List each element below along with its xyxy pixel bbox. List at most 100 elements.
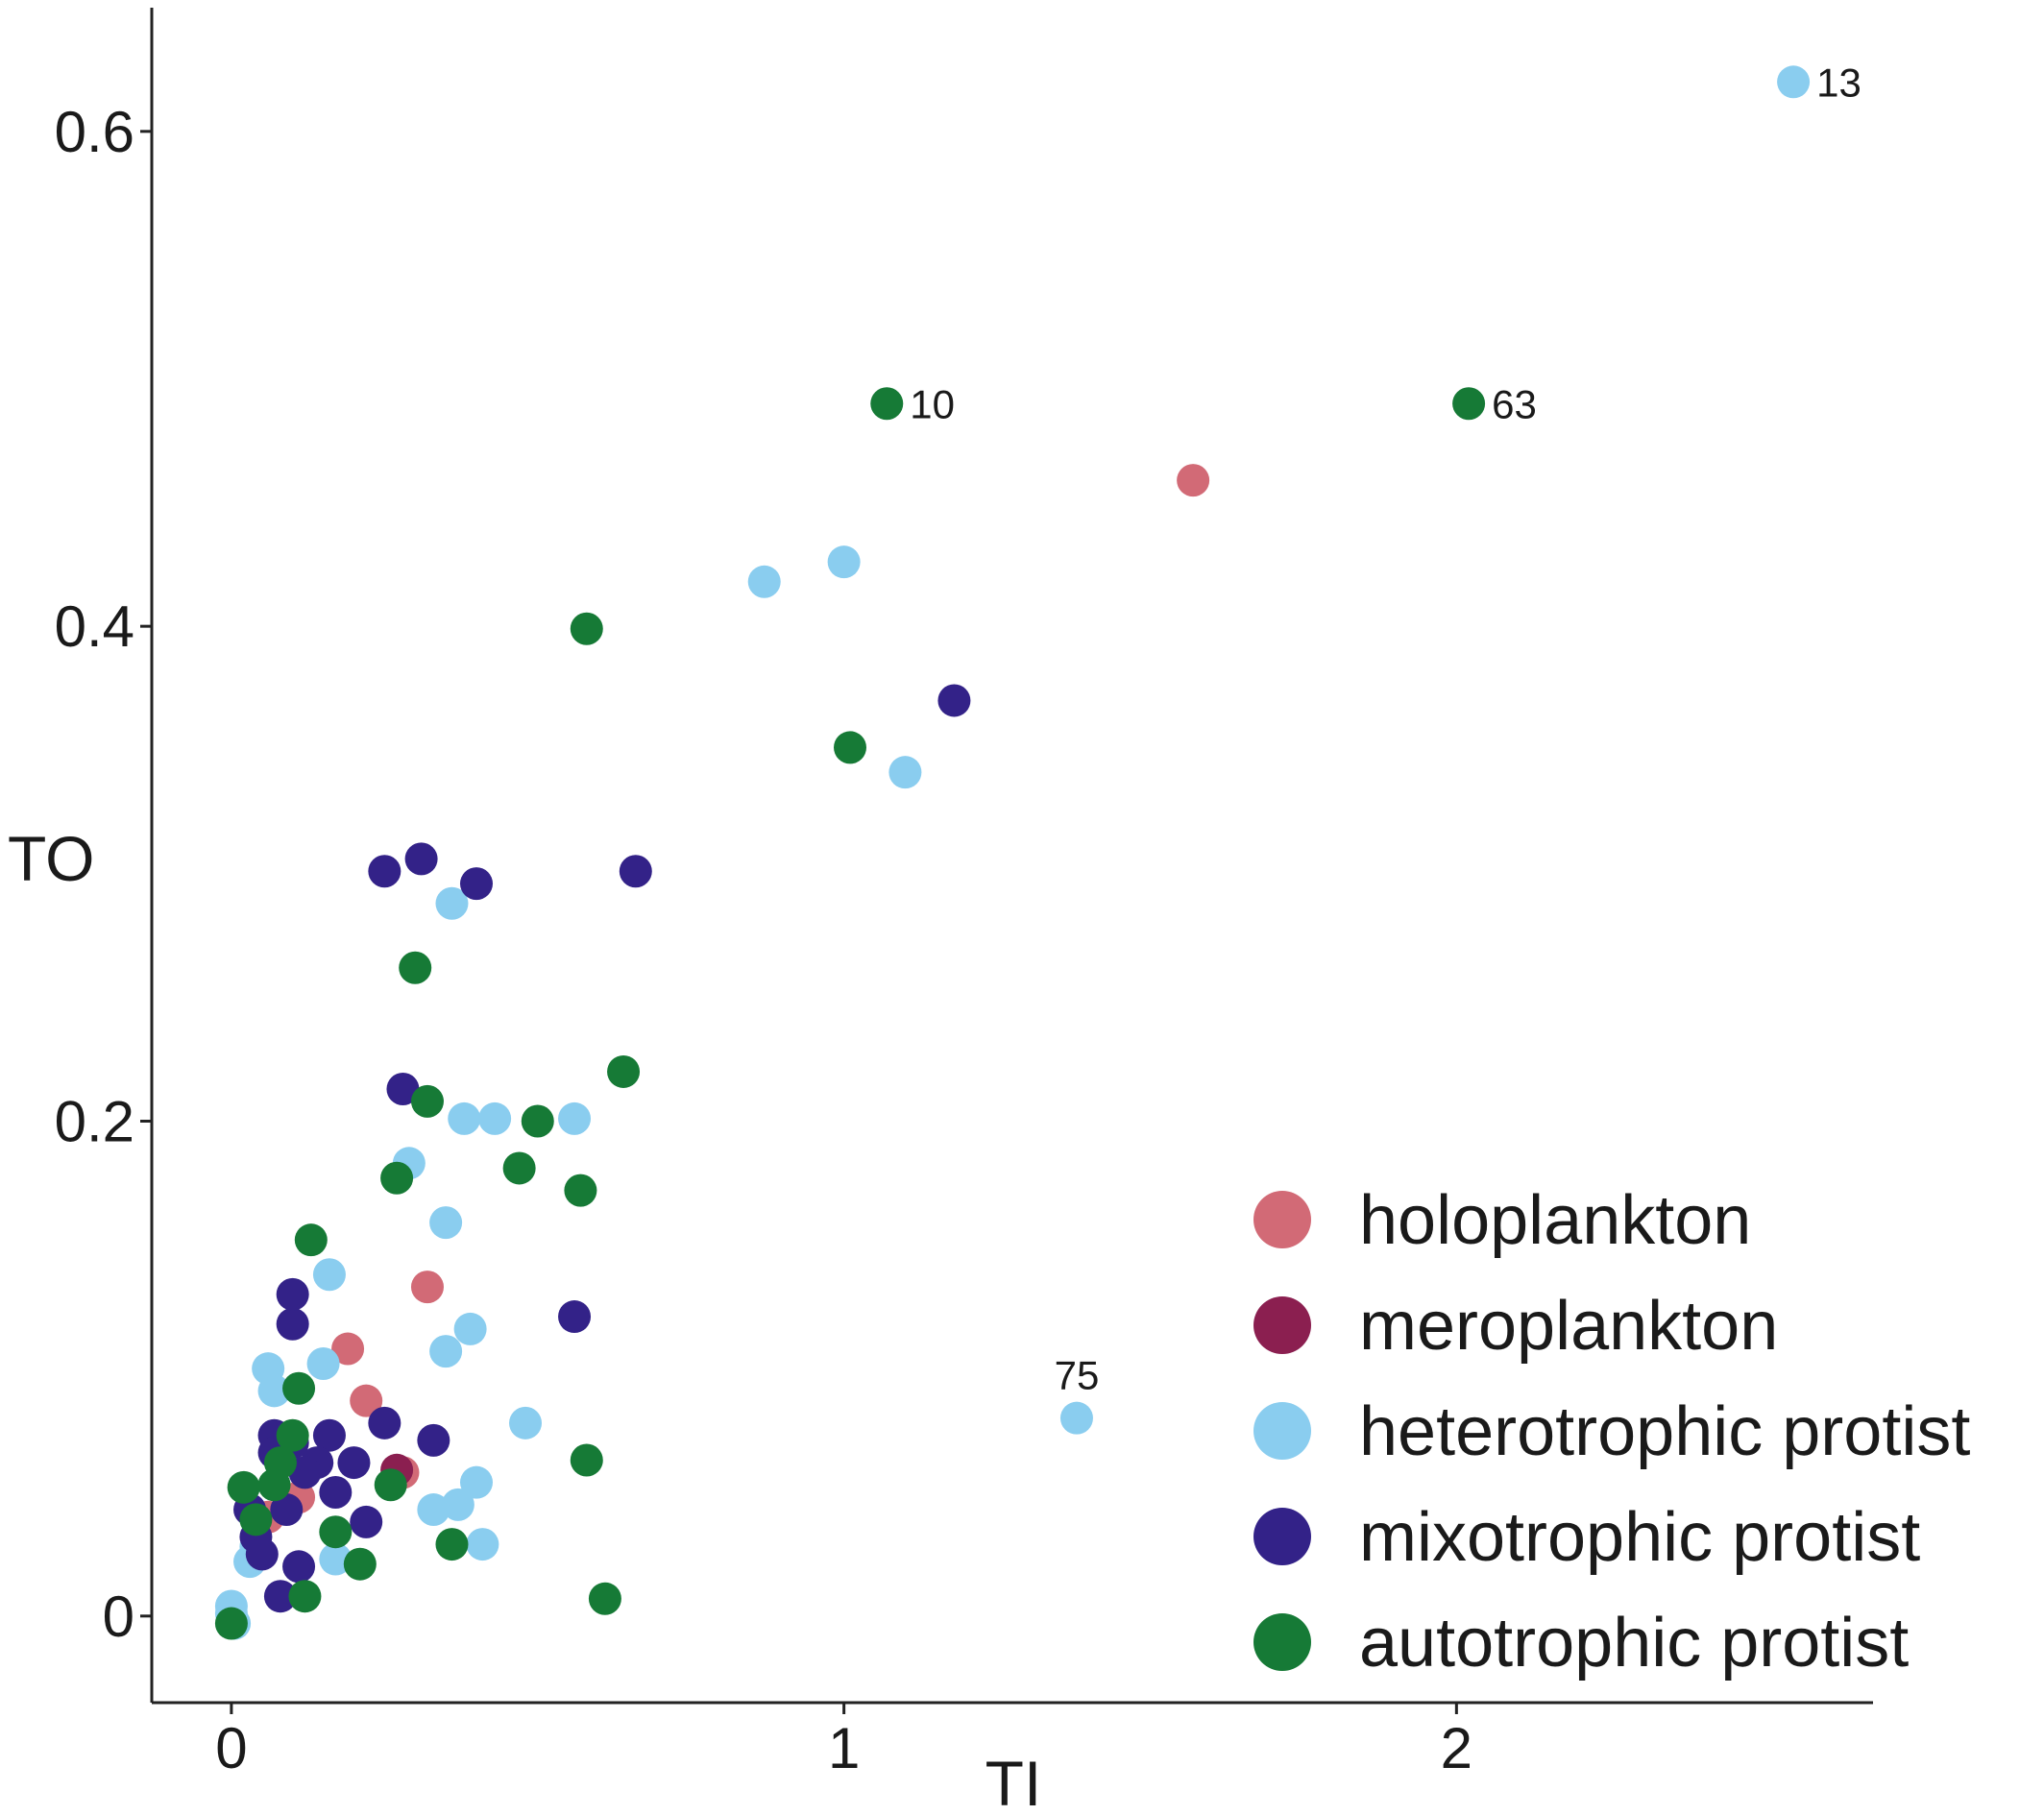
data-point-mixotrophic-protist xyxy=(417,1423,450,1457)
data-point-holoplankton xyxy=(1177,464,1210,497)
data-point-autotrophic-protist xyxy=(288,1580,322,1613)
data-point-mixotrophic-protist xyxy=(337,1446,371,1480)
data-point-mixotrophic-protist xyxy=(937,684,971,717)
data-point-holoplankton xyxy=(331,1332,365,1366)
legend: holoplankton meroplankton heterotrophic pr… xyxy=(1253,1182,1970,1682)
data-point-autotrophic-protist xyxy=(257,1468,291,1502)
data-point-autotrophic-protist xyxy=(570,612,603,645)
x-tick-label: 2 xyxy=(1441,1716,1472,1780)
point-label: 63 xyxy=(1492,381,1537,426)
data-point-heterotrophic-protist xyxy=(417,1493,450,1527)
data-point-mixotrophic-protist xyxy=(288,1456,322,1489)
data-point-autotrophic-protist xyxy=(239,1503,273,1537)
data-point-heterotrophic-protist xyxy=(1777,65,1811,99)
data-point-holoplankton xyxy=(350,1384,383,1417)
data-point-heterotrophic-protist xyxy=(257,1374,291,1408)
data-point-autotrophic-protist xyxy=(588,1582,621,1615)
data-point-heterotrophic-protist xyxy=(319,1542,353,1576)
data-point-autotrophic-protist xyxy=(399,951,432,984)
data-point-mixotrophic-protist xyxy=(459,867,493,901)
data-point-autotrophic-protist xyxy=(374,1468,407,1502)
y-tick-label: 0.2 xyxy=(55,1089,134,1153)
data-point-autotrophic-protist xyxy=(214,1607,248,1640)
legend-entry: autotrophic protist xyxy=(1253,1605,1909,1682)
legend-swatch xyxy=(1253,1296,1311,1354)
data-point-autotrophic-protist xyxy=(870,387,904,421)
y-tick-label: 0.6 xyxy=(55,100,134,164)
data-point-mixotrophic-protist xyxy=(312,1418,346,1452)
data-point-autotrophic-protist xyxy=(319,1515,353,1549)
data-point-autotrophic-protist xyxy=(435,1528,469,1561)
data-point-autotrophic-protist xyxy=(564,1174,597,1207)
y-tick-label: 0.4 xyxy=(55,594,134,659)
data-point-heterotrophic-protist xyxy=(827,545,861,579)
legend-swatch xyxy=(1253,1508,1311,1565)
data-point-mixotrophic-protist xyxy=(270,1493,304,1527)
data-point-mixotrophic-protist xyxy=(276,1307,309,1341)
legend-swatch xyxy=(1253,1191,1311,1248)
data-point-autotrophic-protist xyxy=(276,1418,309,1452)
data-point-heterotrophic-protist xyxy=(306,1347,340,1380)
legend-entry: mixotrophic protist xyxy=(1253,1499,1920,1576)
legend-label: mixotrophic protist xyxy=(1359,1499,1920,1576)
data-point-heterotrophic-protist xyxy=(466,1528,499,1561)
data-point-heterotrophic-protist xyxy=(435,886,469,920)
data-point-mixotrophic-protist xyxy=(245,1537,279,1571)
data-point-mixotrophic-protist xyxy=(404,842,438,876)
data-point-mixotrophic-protist xyxy=(368,1406,402,1440)
legend-label: meroplankton xyxy=(1359,1288,1778,1365)
data-point-mixotrophic-protist xyxy=(386,1072,420,1105)
data-point-autotrophic-protist xyxy=(380,1161,414,1195)
data-point-autotrophic-protist xyxy=(410,1084,444,1118)
data-point-mixotrophic-protist xyxy=(276,1277,309,1311)
data-point-heterotrophic-protist xyxy=(312,1258,346,1292)
legend-label: holoplankton xyxy=(1359,1182,1751,1259)
y-tick-label: 0 xyxy=(103,1585,134,1649)
data-point-heterotrophic-protist xyxy=(1059,1401,1093,1435)
data-point-autotrophic-protist xyxy=(282,1371,316,1405)
data-point-mixotrophic-protist xyxy=(319,1475,353,1509)
ticks: 0 1 2 0 0.2 0.4 0.6 xyxy=(55,100,1472,1780)
data-point-mixotrophic-protist xyxy=(350,1505,383,1538)
data-point-heterotrophic-protist xyxy=(459,1465,493,1499)
legend-label: autotrophic protist xyxy=(1359,1605,1909,1682)
data-points xyxy=(214,65,1811,1640)
data-point-heterotrophic-protist xyxy=(747,565,781,598)
data-point-heterotrophic-protist xyxy=(448,1101,481,1135)
data-point-heterotrophic-protist xyxy=(888,756,922,789)
point-label: 75 xyxy=(1055,1353,1100,1398)
data-point-autotrophic-protist xyxy=(343,1547,377,1581)
data-point-autotrophic-protist xyxy=(227,1470,260,1504)
point-label: 13 xyxy=(1816,60,1862,105)
legend-entry: meroplankton xyxy=(1253,1288,1778,1365)
data-point-mixotrophic-protist xyxy=(263,1580,297,1613)
data-point-autotrophic-protist xyxy=(521,1104,554,1138)
data-point-heterotrophic-protist xyxy=(453,1312,487,1345)
data-point-autotrophic-protist xyxy=(502,1151,536,1185)
data-point-autotrophic-protist xyxy=(294,1223,328,1257)
data-point-autotrophic-protist xyxy=(570,1443,603,1477)
legend-entry: heterotrophic protist xyxy=(1253,1393,1970,1470)
legend-entry: holoplankton xyxy=(1253,1182,1751,1259)
data-point-mixotrophic-protist xyxy=(368,855,402,888)
legend-swatch xyxy=(1253,1613,1311,1671)
point-label: 10 xyxy=(910,381,955,426)
data-point-heterotrophic-protist xyxy=(429,1206,463,1240)
y-axis-title: TO xyxy=(8,823,94,894)
data-point-mixotrophic-protist xyxy=(282,1550,316,1584)
data-point-autotrophic-protist xyxy=(1452,387,1486,421)
data-point-heterotrophic-protist xyxy=(429,1335,463,1368)
data-point-heterotrophic-protist xyxy=(441,1488,474,1521)
legend-swatch xyxy=(1253,1402,1311,1460)
axes xyxy=(150,8,1873,1705)
data-point-autotrophic-protist xyxy=(834,731,867,764)
data-point-mixotrophic-protist xyxy=(619,855,652,888)
data-point-holoplankton xyxy=(410,1270,444,1304)
data-point-autotrophic-protist xyxy=(607,1054,641,1088)
data-point-heterotrophic-protist xyxy=(509,1406,543,1440)
legend-label: heterotrophic protist xyxy=(1359,1393,1970,1470)
x-tick-label: 1 xyxy=(828,1716,860,1780)
data-point-mixotrophic-protist xyxy=(558,1300,592,1334)
data-point-heterotrophic-protist xyxy=(558,1101,592,1135)
